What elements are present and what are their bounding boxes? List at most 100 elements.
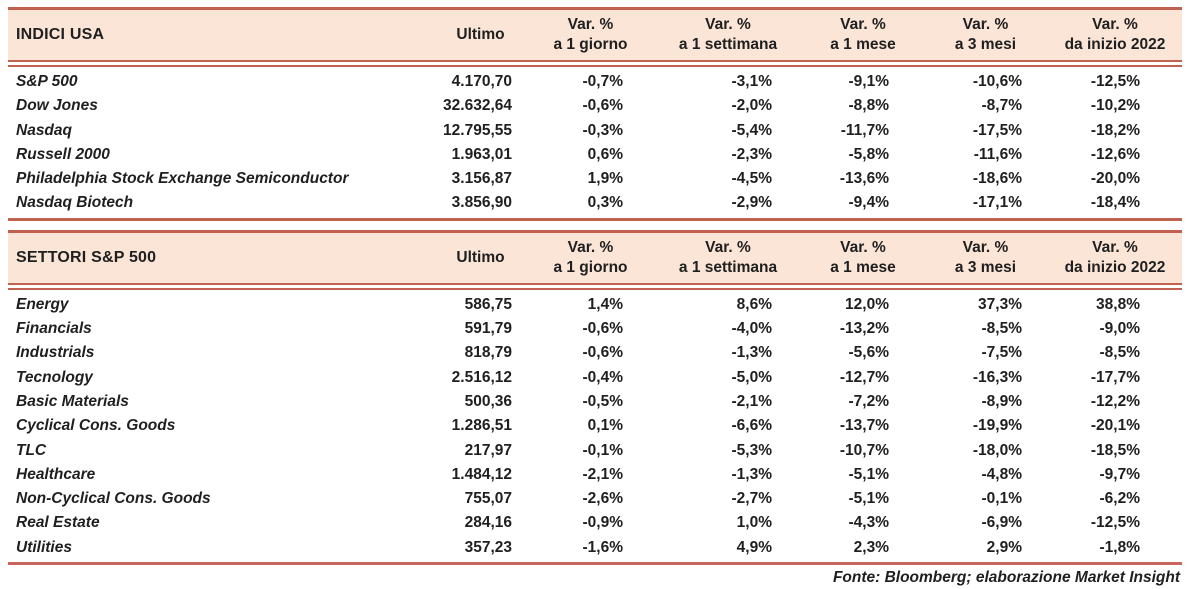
- var-value: -4,8%: [981, 465, 1023, 483]
- var-period: a 1 settimana: [678, 258, 778, 276]
- table-row: Dow Jones 32.632,64 -0,6% -2,0% -8,8% -8,7% -1…: [8, 94, 1182, 118]
- var-label: Var. %: [705, 238, 751, 256]
- var-value: -10,7%: [839, 441, 889, 459]
- var-value: 2,9%: [986, 538, 1022, 556]
- var-period: a 1 giorno: [553, 258, 628, 276]
- var-value: -5,1%: [848, 490, 890, 508]
- var-value: -20,1%: [1090, 417, 1140, 435]
- row-label: Dow Jones: [16, 97, 98, 115]
- var-period: a 1 giorno: [553, 36, 628, 53]
- var-value: -18,5%: [1090, 441, 1140, 459]
- var-value: -5,8%: [848, 145, 890, 163]
- var-value: 0,1%: [587, 417, 623, 435]
- var-value: -1,6%: [582, 538, 624, 556]
- header-double-rule: [8, 282, 1182, 290]
- var-value: -0,5%: [582, 392, 624, 410]
- var-period: a 3 mesi: [954, 36, 1017, 53]
- table-row: Financials 591,79 -0,6% -4,0% -13,2% -8,5% -9,…: [8, 317, 1182, 341]
- table-row: Philadelphia Stock Exchange Semiconducto…: [8, 167, 1182, 191]
- var-value: 1,9%: [587, 170, 623, 188]
- var-label: Var. %: [962, 16, 1009, 33]
- var-value: -2,1%: [731, 392, 773, 410]
- var-value: -0,7%: [582, 73, 624, 90]
- source-note: Fonte: Bloomberg; elaborazione Market In…: [832, 569, 1180, 587]
- var-value: -19,9%: [972, 417, 1022, 435]
- var-value: -4,0%: [731, 320, 773, 338]
- var-value: -18,6%: [972, 170, 1022, 188]
- var-label: Var. %: [840, 16, 886, 33]
- ultimo-value: 357,23: [464, 538, 512, 556]
- col-header-var-1-settimana: Var. % a 1 settimana: [653, 15, 803, 55]
- var-value: 37,3%: [978, 295, 1022, 313]
- ultimo-value: 12.795,55: [443, 121, 512, 139]
- table-row: Utilities 357,23 -1,6% 4,9% 2,3% 2,9% -1,8%: [8, 536, 1182, 560]
- var-value: -2,1%: [582, 465, 624, 483]
- col-header-ultimo: Ultimo: [456, 248, 505, 266]
- var-value: -5,1%: [848, 465, 890, 483]
- var-value: -4,5%: [731, 170, 773, 188]
- var-value: -0,3%: [582, 121, 624, 139]
- var-value: -3,1%: [731, 73, 773, 90]
- table-body: S&P 500 4.170,70 -0,7% -3,1% -9,1% -10,6% -12,…: [8, 67, 1182, 218]
- var-value: -10,2%: [1090, 97, 1140, 115]
- table-spacer: [8, 221, 1182, 230]
- table-row: Healthcare 1.484,12 -2,1% -1,3% -5,1% -4,8% -9…: [8, 463, 1182, 487]
- var-value: -17,5%: [972, 121, 1022, 139]
- var-label: Var. %: [962, 238, 1009, 256]
- table-header-band: SETTORI S&P 500 Ultimo Var. % a 1 giorno…: [8, 229, 1182, 283]
- var-value: -0,6%: [582, 320, 624, 338]
- var-value: -1,8%: [1099, 538, 1141, 556]
- table-row: Tecnology 2.516,12 -0,4% -5,0% -12,7% -16,3% -…: [8, 366, 1182, 390]
- var-value: -8,9%: [981, 392, 1023, 410]
- ultimo-value: 3.156,87: [451, 170, 512, 188]
- var-value: 2,3%: [853, 538, 889, 556]
- col-header-var-inizio-2022: Var. % da inizio 2022: [1048, 238, 1182, 278]
- var-value: -7,5%: [981, 344, 1023, 362]
- row-label: Utilities: [16, 538, 72, 556]
- table-row: Real Estate 284,16 -0,9% 1,0% -4,3% -6,9% -12,…: [8, 511, 1182, 535]
- row-label: Tecnology: [16, 368, 93, 386]
- var-value: -0,6%: [582, 344, 624, 362]
- var-label: Var. %: [705, 16, 751, 33]
- table-row: Cyclical Cons. Goods 1.286,51 0,1% -6,6% -13…: [8, 414, 1182, 438]
- var-value: -1,3%: [731, 465, 773, 483]
- table-header-band: INDICI USA Ultimo Var. % a 1 giorno Var.…: [8, 7, 1182, 60]
- var-value: -11,7%: [840, 121, 889, 139]
- row-label: Real Estate: [16, 514, 100, 532]
- var-value: 8,6%: [736, 295, 772, 313]
- var-period: a 3 mesi: [954, 258, 1017, 276]
- row-label: Philadelphia Stock Exchange Semiconducto…: [16, 170, 349, 188]
- var-value: -9,7%: [1099, 465, 1141, 483]
- col-header-var-1-mese: Var. % a 1 mese: [803, 15, 923, 55]
- var-value: -16,3%: [972, 368, 1022, 386]
- ultimo-value: 1.963,01: [451, 145, 512, 163]
- row-label: Russell 2000: [16, 145, 110, 163]
- var-value: -0,1%: [582, 441, 624, 459]
- table-row: Nasdaq 12.795,55 -0,3% -5,4% -11,7% -17,5% -18…: [8, 119, 1182, 143]
- var-value: -17,1%: [972, 194, 1022, 212]
- var-period: da inizio 2022: [1064, 36, 1166, 53]
- col-header-var-1-giorno: Var. % a 1 giorno: [528, 15, 653, 55]
- var-value: 0,6%: [587, 145, 623, 163]
- var-value: 1,4%: [587, 295, 623, 313]
- table-title: SETTORI S&P 500: [16, 248, 157, 266]
- var-value: 4,9%: [736, 538, 772, 556]
- var-value: -2,7%: [731, 490, 773, 508]
- var-value: -8,7%: [981, 97, 1023, 115]
- var-value: -20,0%: [1090, 170, 1140, 188]
- var-period: a 1 settimana: [678, 36, 778, 53]
- table-row: Energy 586,75 1,4% 8,6% 12,0% 37,3% 38,8%: [8, 293, 1182, 317]
- table-row: Non-Cyclical Cons. Goods 755,07 -2,6% -2,7%…: [8, 487, 1182, 511]
- header-double-rule: [8, 60, 1182, 67]
- ultimo-value: 32.632,64: [443, 97, 512, 115]
- ultimo-value: 1.286,51: [451, 417, 512, 435]
- var-value: -12,2%: [1090, 392, 1140, 410]
- ultimo-value: 284,16: [464, 514, 512, 532]
- var-value: -10,6%: [972, 73, 1022, 90]
- var-value: -13,7%: [839, 417, 889, 435]
- var-value: -5,3%: [731, 441, 773, 459]
- var-value: -17,7%: [1090, 368, 1140, 386]
- ultimo-value: 4.170,70: [451, 73, 512, 90]
- row-label: Cyclical Cons. Goods: [16, 417, 176, 435]
